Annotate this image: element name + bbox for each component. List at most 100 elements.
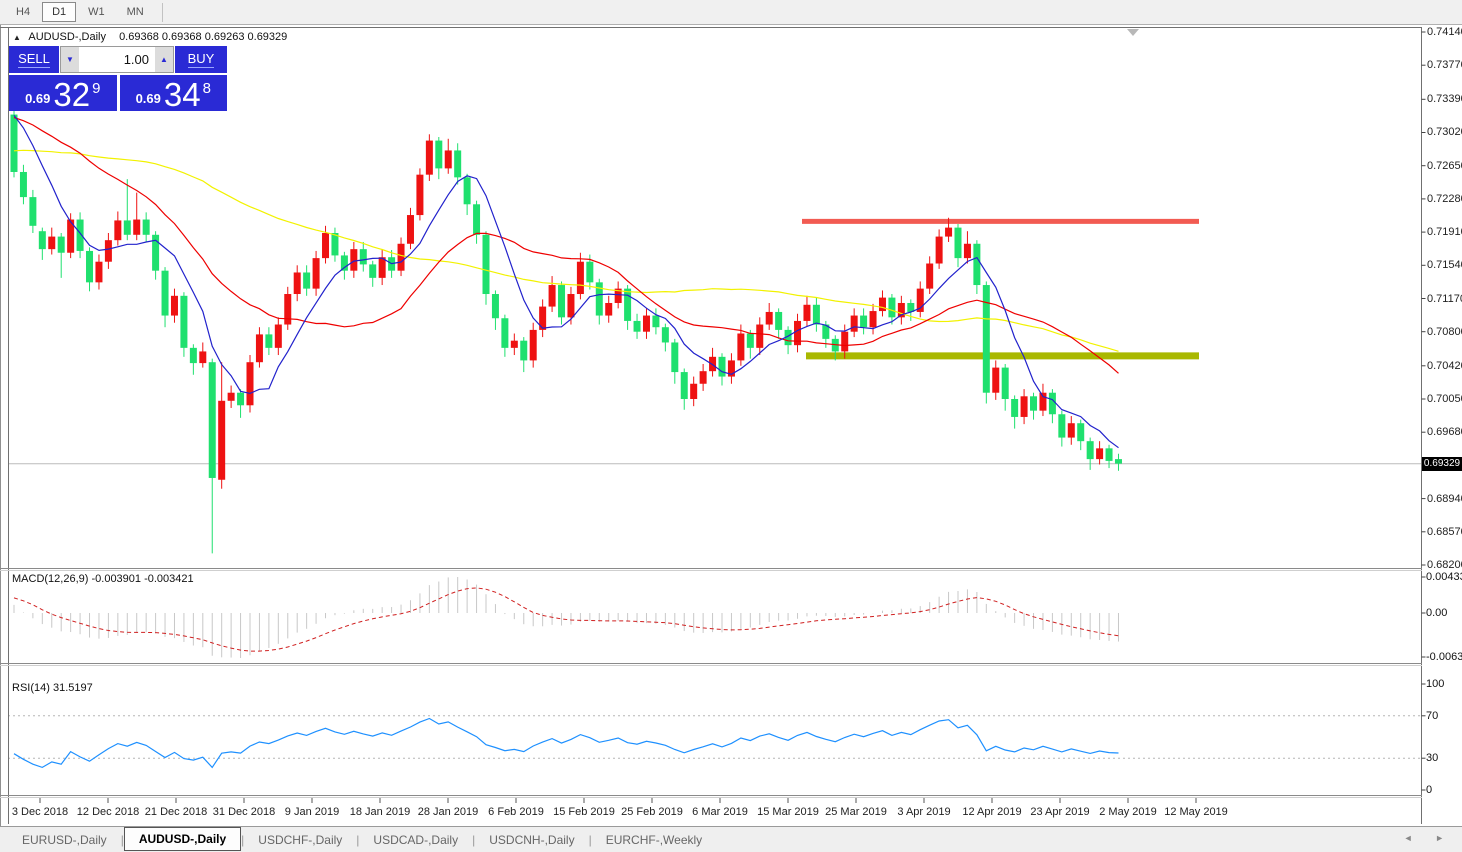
candle-body (548, 285, 556, 307)
candle-body (576, 261, 584, 295)
candle-body (104, 240, 112, 262)
candle-body (775, 311, 783, 330)
candle-body (114, 220, 122, 241)
macd-axis-label: 0.004331 (1426, 571, 1462, 583)
date-axis-label: 3 Apr 2019 (897, 806, 951, 818)
sell-price-quote[interactable]: 0.69 32 9 (9, 75, 117, 111)
date-axis-label: 6 Feb 2019 (488, 806, 544, 818)
candle-body (1001, 367, 1009, 399)
candle-body (1039, 392, 1047, 411)
volume-input[interactable] (79, 47, 155, 72)
candle-body (284, 294, 292, 325)
macd-signal-line (13, 587, 1119, 652)
candle-body (529, 329, 537, 361)
candle-body (48, 236, 56, 250)
candle-body (142, 219, 150, 235)
chart-title: AUDUSD-,Daily (28, 31, 106, 43)
timeframe-toolbar: H4 D1 W1 MN (0, 0, 1462, 25)
rsi-indicator-label: RSI(14) 31.5197 (12, 682, 93, 694)
timeframe-button-w1[interactable]: W1 (88, 6, 105, 18)
candle-body (378, 257, 386, 278)
candle-body (208, 362, 216, 478)
macd-values: -0.003901 -0.003421 (91, 573, 194, 585)
candle-body (888, 297, 896, 318)
candle-body (803, 304, 811, 321)
buy-button[interactable]: BUY (175, 46, 227, 73)
date-axis-label: 12 Apr 2019 (962, 806, 1022, 818)
toolbar-separator (161, 2, 163, 22)
candle-body (95, 261, 103, 283)
macd-indicator-label: MACD(12,26,9) -0.003901 -0.003421 (12, 573, 194, 585)
candle-body (539, 306, 547, 330)
candle-body (756, 324, 764, 348)
candle-body (1030, 396, 1038, 411)
candle-body (331, 232, 339, 256)
date-axis-label: 9 Jan 2019 (284, 806, 340, 818)
candle-body (1114, 459, 1122, 464)
candle-body (652, 315, 660, 328)
date-axis-label: 25 Mar 2019 (825, 806, 887, 818)
candle-body (218, 400, 226, 480)
candle-body (463, 177, 471, 205)
candle-body (76, 219, 84, 251)
tab-scroll-arrows-icon[interactable]: ◄ ► (1403, 833, 1454, 843)
volume-box: ▼ ▲ (60, 46, 174, 73)
candle-body (595, 282, 603, 316)
candle-body (406, 215, 414, 244)
chart-tab-eurusd[interactable]: EURUSD-,Daily (22, 832, 107, 847)
candle-body (133, 219, 141, 235)
candle-body (926, 263, 934, 289)
rsi-axis-label: 30 (1426, 752, 1439, 765)
candle-body (274, 324, 282, 348)
buy-price-quote[interactable]: 0.69 34 8 (119, 75, 227, 111)
chart-tab-usdcnh[interactable]: USDCNH-,Daily (489, 832, 575, 847)
candle-body (831, 338, 839, 352)
volume-decrease-icon[interactable]: ▼ (61, 47, 79, 72)
candle-body (992, 367, 1000, 393)
candle-body (794, 320, 802, 346)
candle-body (510, 340, 518, 348)
candle-body (907, 302, 915, 312)
candle-body (265, 334, 273, 348)
candle-body (586, 261, 594, 283)
candle-body (765, 311, 773, 325)
candle-body (746, 333, 754, 348)
sell-button[interactable]: SELL (9, 46, 59, 73)
rsi-value: 31.5197 (52, 682, 93, 694)
date-axis-label: 21 Dec 2018 (144, 806, 208, 818)
chart-header: ▲ AUDUSD-,Daily 0.69368 0.69368 0.69263 … (13, 31, 287, 43)
timeframe-button-mn[interactable]: MN (126, 6, 144, 18)
chart-tab-usdchf[interactable]: USDCHF-,Daily (258, 832, 343, 847)
candle-body (359, 249, 367, 265)
volume-increase-icon[interactable]: ▲ (155, 47, 173, 72)
candle-body (520, 340, 528, 361)
date-axis-label: 28 Jan 2019 (417, 806, 479, 818)
date-axis-label: 3 Dec 2018 (11, 806, 69, 818)
chart-tab-audusd[interactable]: AUDUSD-,Daily (123, 826, 242, 851)
candle-body (189, 347, 197, 364)
candle-body (397, 243, 405, 271)
candle-body (199, 351, 207, 364)
timeframe-button-d1[interactable]: D1 (42, 2, 77, 22)
tab-separator: | (588, 832, 592, 847)
scroll-to-end-marker-icon[interactable] (1127, 29, 1139, 36)
candle-body (709, 356, 717, 372)
candle-body (1020, 396, 1028, 417)
macd-axis-label: -0.006373 (1426, 651, 1462, 663)
chart-tab-usdcad[interactable]: USDCAD-,Daily (373, 832, 459, 847)
candle-body (935, 236, 943, 264)
collapse-panel-icon[interactable]: ▲ (13, 33, 21, 42)
candle-body (633, 320, 641, 332)
candle-body (1096, 448, 1104, 460)
candle-body (1086, 441, 1094, 460)
candle-body (482, 234, 490, 295)
candle-body (491, 294, 499, 319)
tab-separator: | (241, 832, 245, 847)
timeframe-button-h4[interactable]: H4 (16, 6, 31, 18)
date-axis-label: 15 Mar 2019 (757, 806, 819, 818)
chart-tab-eurchf[interactable]: EURCHF-,Weekly (605, 832, 703, 847)
